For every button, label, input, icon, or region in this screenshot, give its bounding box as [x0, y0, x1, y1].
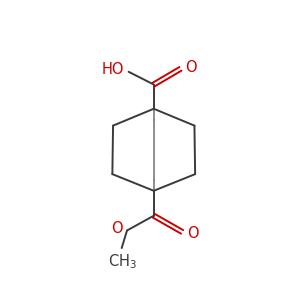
Text: O: O — [187, 226, 199, 241]
Text: HO: HO — [102, 61, 124, 76]
Text: O: O — [111, 221, 123, 236]
Text: O: O — [186, 60, 197, 75]
Text: CH$_3$: CH$_3$ — [108, 253, 137, 272]
